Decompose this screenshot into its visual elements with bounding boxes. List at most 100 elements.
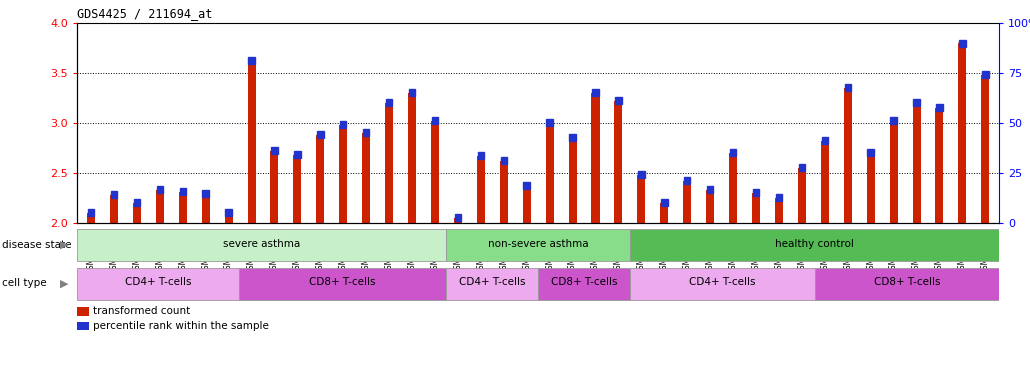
Bar [501, 157, 507, 164]
Bar [477, 156, 485, 223]
Text: ▶: ▶ [60, 240, 68, 250]
Bar [88, 209, 94, 216]
Bar [340, 121, 346, 128]
Bar [638, 175, 646, 223]
Bar [110, 195, 118, 223]
Bar [684, 177, 690, 184]
Text: severe asthma: severe asthma [222, 239, 301, 249]
Bar [844, 88, 852, 223]
Bar [522, 186, 530, 223]
Bar [630, 229, 999, 261]
Bar [203, 190, 209, 197]
Text: CD8+ T-cells: CD8+ T-cells [873, 278, 940, 288]
Bar [432, 118, 438, 124]
Bar [983, 71, 989, 78]
Text: CD8+ T-cells: CD8+ T-cells [309, 278, 376, 288]
Bar [134, 199, 140, 206]
Bar [798, 168, 805, 223]
Bar [547, 119, 553, 126]
Text: ▶: ▶ [60, 278, 68, 288]
Text: CD4+ T-cells: CD4+ T-cells [125, 278, 192, 288]
Bar [730, 149, 736, 156]
Bar [639, 171, 645, 178]
Bar [156, 190, 164, 223]
Bar [226, 209, 232, 216]
Bar [752, 193, 760, 223]
Bar [707, 190, 714, 223]
Bar [317, 131, 323, 138]
Text: non-severe asthma: non-severe asthma [488, 239, 588, 249]
Bar [239, 268, 446, 300]
Bar [538, 268, 630, 300]
Bar [798, 164, 805, 171]
Bar [890, 121, 897, 223]
Bar [890, 118, 897, 124]
Bar [815, 268, 999, 300]
Bar [77, 229, 446, 261]
Bar [271, 151, 278, 223]
Bar [546, 123, 554, 223]
Bar [248, 58, 254, 65]
Bar [936, 104, 942, 111]
Bar [271, 147, 278, 154]
Bar [615, 98, 622, 104]
Text: disease state: disease state [2, 240, 71, 250]
Bar [77, 307, 89, 316]
Bar [753, 189, 759, 196]
Bar [363, 129, 370, 136]
Bar [867, 149, 873, 156]
Bar [225, 213, 233, 223]
Bar [913, 103, 921, 223]
Text: transformed count: transformed count [94, 306, 191, 316]
Bar [446, 229, 630, 261]
Bar [478, 152, 484, 159]
Bar [431, 121, 439, 223]
Bar [707, 186, 714, 193]
Bar [729, 153, 737, 223]
Bar [77, 322, 89, 330]
Bar [247, 61, 255, 223]
Bar [661, 199, 667, 206]
Bar [570, 134, 576, 141]
Text: CD4+ T-cells: CD4+ T-cells [458, 278, 525, 288]
Bar [683, 181, 691, 223]
Bar [77, 268, 239, 300]
Bar [409, 89, 415, 96]
Bar [295, 151, 301, 158]
Text: CD8+ T-cells: CD8+ T-cells [551, 278, 618, 288]
Bar [591, 93, 599, 223]
Bar [386, 99, 392, 106]
Bar [569, 138, 577, 223]
Bar [958, 43, 966, 223]
Bar [821, 141, 829, 223]
Bar [133, 203, 141, 223]
Bar [157, 186, 163, 193]
Bar [179, 188, 186, 195]
Bar [914, 99, 920, 106]
Bar [202, 194, 210, 223]
Bar [316, 135, 324, 223]
Bar [179, 192, 186, 223]
Bar [500, 161, 508, 223]
Bar [363, 133, 370, 223]
Bar [982, 75, 990, 223]
Text: healthy control: healthy control [776, 239, 854, 249]
Bar [776, 194, 782, 201]
Bar [822, 137, 828, 144]
Text: percentile rank within the sample: percentile rank within the sample [94, 321, 269, 331]
Bar [446, 268, 538, 300]
Text: GDS4425 / 211694_at: GDS4425 / 211694_at [77, 7, 212, 20]
Bar [615, 101, 622, 223]
Bar [454, 214, 461, 221]
Bar [592, 89, 598, 96]
Bar [339, 125, 347, 223]
Bar [385, 103, 393, 223]
Text: cell type: cell type [2, 278, 46, 288]
Bar [523, 182, 529, 189]
Bar [630, 268, 815, 300]
Bar [660, 203, 668, 223]
Bar [845, 84, 851, 91]
Bar [959, 40, 965, 46]
Bar [87, 213, 95, 223]
Bar [775, 198, 783, 223]
